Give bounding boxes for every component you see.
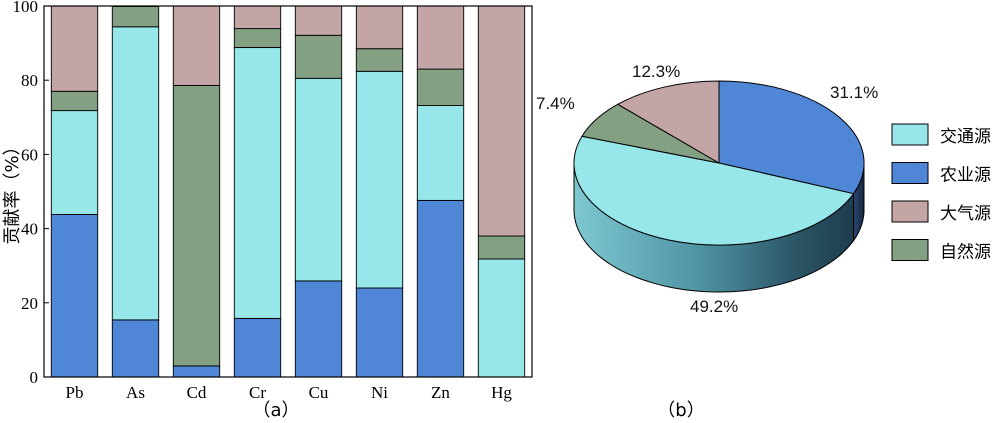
bar-segment-zn-交通源 (416, 104, 465, 201)
bar-segment-cu-农业源 (294, 280, 343, 378)
pie-slice-大气源 (617, 80, 720, 164)
pie-slice-交通源 (573, 135, 854, 246)
y-axis-label: 贡献率（%） (2, 137, 23, 244)
pie-label-31-1: 31.1% (830, 83, 878, 102)
x-tick-label-cr: Cr (249, 383, 266, 402)
x-tick-label-pb: Pb (66, 383, 84, 402)
bar-segment-as-农业源 (111, 319, 160, 378)
legend-swatch-自然源 (891, 239, 929, 261)
bar-segment-cr-自然源 (233, 28, 282, 48)
bar-segment-cr-大气源 (233, 5, 282, 30)
bar-segment-as-自然源 (111, 5, 160, 28)
pie-label-12-3: 12.3% (632, 62, 680, 81)
bar-marks (50, 5, 526, 378)
x-tick-label-ni: Ni (371, 383, 388, 402)
x-tick-label-zn: Zn (431, 383, 450, 402)
bar-segment-cd-农业源 (172, 365, 221, 378)
legend-label-农业源: 农业源 (940, 166, 991, 186)
y-tick-label: 20 (21, 294, 38, 313)
y-tick-label: 0 (30, 368, 39, 387)
bar-segment-cr-交通源 (233, 47, 282, 319)
x-tick-label-hg: Hg (491, 383, 512, 402)
bar-segment-cr-农业源 (233, 317, 282, 378)
bar-segment-zn-自然源 (416, 68, 465, 106)
bar-segment-pb-农业源 (50, 214, 99, 378)
pie-label-7-4: 7.4% (536, 94, 575, 113)
bar-segment-as-交通源 (111, 26, 160, 321)
legend-swatch-大气源 (891, 200, 929, 223)
y-axis: 0 20 40 60 80 100 (13, 0, 49, 387)
y-tick-label: 100 (13, 0, 39, 16)
bar-segment-hg-交通源 (477, 258, 526, 378)
x-tick-label-cd: Cd (187, 383, 207, 402)
caption-b: （b） (657, 400, 704, 421)
stacked-bar-chart: 0 20 40 60 80 100 Pb As Cd Cr Cu Ni Zn Hg 贡献率（%） （a） (2, 0, 533, 421)
bar-segment-hg-自然源 (477, 235, 526, 260)
bar-segment-cu-大气源 (294, 5, 343, 36)
bar-segment-cd-自然源 (172, 84, 221, 367)
bar-segment-zn-大气源 (416, 5, 465, 70)
y-tick-label: 40 (21, 220, 38, 239)
legend-label-自然源: 自然源 (940, 243, 991, 263)
bar-segment-ni-交通源 (355, 70, 404, 289)
bar-segment-ni-大气源 (355, 5, 404, 50)
pie-slice-农业源 (718, 80, 865, 195)
y-tick-label: 60 (21, 145, 38, 164)
bar-segment-ni-农业源 (355, 287, 404, 378)
pie-top (573, 80, 865, 246)
pie-label-49-2: 49.2% (690, 297, 738, 316)
legend-label-交通源: 交通源 (940, 127, 991, 147)
y-tick-label: 80 (21, 71, 38, 90)
bar-segment-ni-自然源 (355, 48, 404, 72)
legend-label-大气源: 大气源 (940, 204, 991, 224)
x-tick-label-cu: Cu (309, 383, 329, 402)
bar-segment-cu-自然源 (294, 34, 343, 79)
x-axis: Pb As Cd Cr Cu Ni Zn Hg (66, 383, 513, 402)
bar-segment-pb-大气源 (50, 5, 99, 92)
bar-segment-cd-大气源 (172, 5, 221, 86)
x-tick-label-as: As (126, 383, 145, 402)
bar-segment-pb-自然源 (50, 90, 99, 112)
legend-swatch-交通源 (891, 123, 929, 146)
bar-segment-cu-交通源 (294, 77, 343, 282)
plot-frame (43, 5, 533, 378)
caption-a: （a） (252, 400, 299, 421)
legend-swatch-农业源 (891, 162, 929, 184)
bar-segment-hg-大气源 (477, 5, 526, 237)
bar-segment-zn-农业源 (416, 199, 465, 378)
bar-segment-pb-交通源 (50, 110, 99, 215)
